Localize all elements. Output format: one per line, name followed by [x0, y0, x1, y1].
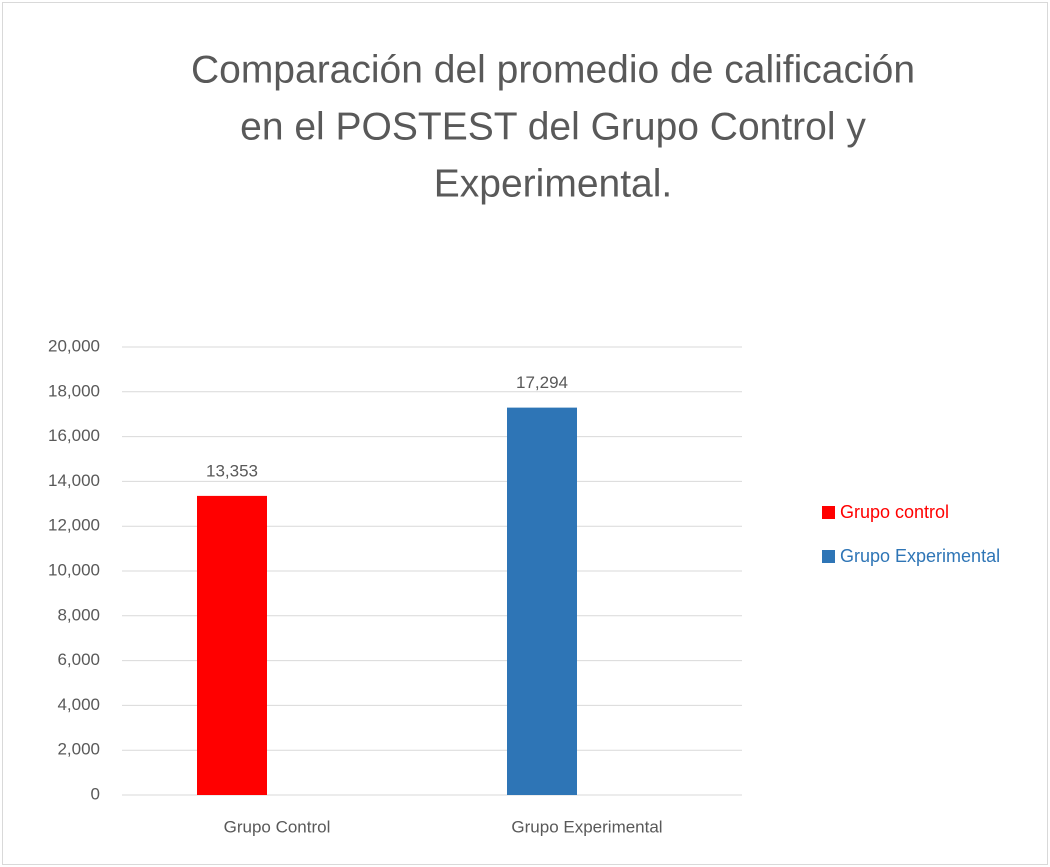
- y-tick-label: 8,000: [57, 605, 100, 624]
- x-tick-label: Grupo Experimental: [511, 817, 662, 836]
- y-tick-label: 12,000: [48, 516, 100, 535]
- legend-label: Grupo control: [840, 502, 949, 522]
- y-tick-label: 18,000: [48, 381, 100, 400]
- y-tick-label: 6,000: [57, 650, 100, 669]
- bar: [507, 407, 577, 795]
- data-label: 17,294: [516, 373, 568, 392]
- y-tick-label: 0: [91, 784, 100, 803]
- chart-title: en el POSTEST del Grupo Control y: [240, 105, 866, 148]
- data-label: 13,353: [206, 461, 258, 480]
- chart-title: Comparación del promedio de calificación: [191, 48, 915, 91]
- y-tick-label: 2,000: [57, 740, 100, 759]
- legend-swatch: [822, 506, 835, 519]
- bar: [197, 495, 267, 795]
- y-tick-label: 4,000: [57, 695, 100, 714]
- y-tick-label: 20,000: [48, 336, 100, 355]
- y-tick-label: 14,000: [48, 471, 100, 490]
- y-tick-label: 10,000: [48, 560, 100, 579]
- legend-swatch: [822, 550, 835, 563]
- chart-title: Experimental.: [434, 162, 672, 205]
- x-tick-label: Grupo Control: [224, 817, 331, 836]
- y-tick-label: 16,000: [48, 426, 100, 445]
- legend-label: Grupo Experimental: [840, 546, 1000, 566]
